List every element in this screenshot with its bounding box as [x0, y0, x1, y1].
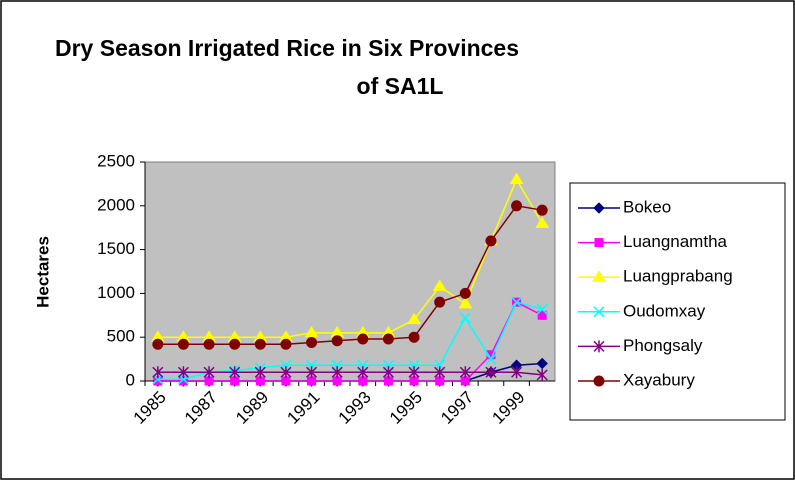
marker	[408, 331, 420, 343]
series-line	[157, 177, 543, 338]
y-tick-label: 1000	[97, 283, 135, 302]
series-line	[157, 371, 543, 376]
marker	[306, 366, 318, 379]
series-line	[157, 204, 543, 345]
marker	[177, 338, 189, 350]
marker	[152, 338, 164, 350]
marker	[536, 357, 548, 370]
marker	[280, 338, 292, 350]
marker	[382, 366, 394, 379]
marker	[485, 353, 497, 365]
marker	[152, 366, 164, 379]
marker	[331, 335, 343, 347]
marker	[535, 216, 550, 228]
marker	[357, 333, 369, 345]
y-tick-label: 2000	[97, 195, 135, 214]
marker	[254, 366, 266, 379]
legend-marker	[593, 340, 605, 353]
marker	[537, 310, 547, 320]
marker	[203, 366, 215, 379]
marker	[357, 366, 369, 379]
marker	[382, 333, 394, 345]
marker	[407, 312, 421, 325]
marker	[459, 287, 471, 299]
marker	[459, 312, 471, 324]
marker	[536, 204, 548, 216]
marker	[434, 366, 446, 379]
legend-label: Phongsaly	[623, 336, 703, 355]
legend-marker	[592, 270, 606, 282]
legend-label: Oudomxay	[623, 301, 706, 320]
marker	[536, 303, 548, 315]
y-tick-label: 0	[126, 370, 135, 389]
marker	[434, 296, 446, 308]
marker	[509, 172, 524, 185]
legend-label: Luangnamtha	[623, 232, 728, 251]
marker	[306, 336, 318, 348]
y-tick-label: 500	[107, 327, 135, 346]
legend-label: Xayabury	[623, 370, 695, 389]
marker	[304, 325, 319, 338]
legend-marker	[593, 306, 605, 318]
marker	[254, 338, 266, 350]
marker	[536, 368, 548, 381]
legend-marker	[593, 375, 605, 387]
legend-label: Bokeo	[623, 197, 671, 216]
y-tick-label: 2500	[97, 151, 135, 170]
marker	[177, 366, 189, 379]
y-axis-label: Hectares	[33, 236, 52, 308]
marker	[511, 296, 523, 308]
legend-marker	[593, 202, 605, 214]
marker	[203, 338, 215, 350]
series-line	[157, 301, 543, 380]
marker	[459, 366, 471, 379]
legend-label: Luangprabang	[623, 267, 733, 286]
marker	[280, 366, 292, 379]
marker	[511, 200, 523, 212]
marker	[485, 366, 497, 379]
marker	[331, 366, 343, 379]
marker	[432, 279, 447, 291]
marker	[458, 296, 473, 309]
marker	[229, 366, 241, 379]
marker	[511, 366, 523, 379]
y-tick-label: 1500	[97, 239, 135, 258]
marker	[485, 235, 497, 247]
chart-title: Dry Season Irrigated Rice in Six Provinc…	[55, 35, 519, 99]
legend-marker	[594, 238, 604, 248]
marker	[408, 366, 420, 379]
series-line	[157, 301, 543, 382]
marker	[229, 338, 241, 350]
